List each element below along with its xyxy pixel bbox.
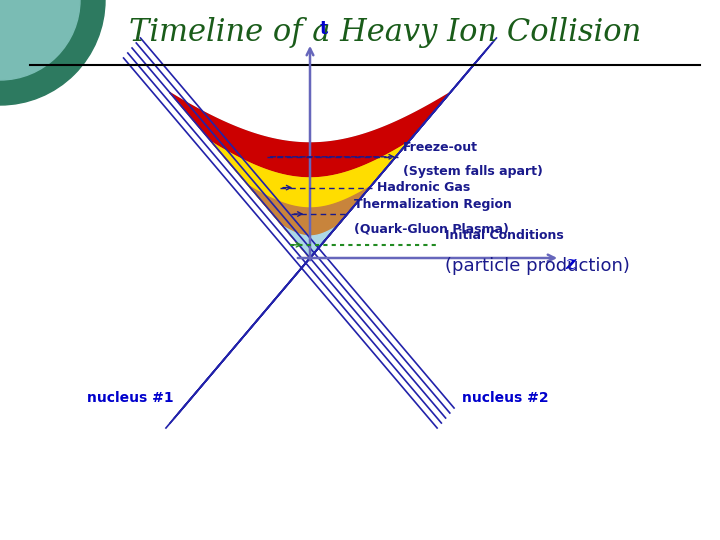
Text: nucleus #2: nucleus #2 — [462, 391, 549, 405]
Polygon shape — [283, 226, 337, 258]
Text: Initial Conditions: Initial Conditions — [445, 229, 564, 242]
Polygon shape — [212, 143, 408, 258]
Text: (System falls apart): (System falls apart) — [402, 165, 543, 178]
Circle shape — [0, 0, 105, 105]
Text: (Quark-Gluon Plasma): (Quark-Gluon Plasma) — [354, 222, 509, 235]
Text: t: t — [320, 20, 328, 38]
Text: Timeline of a Heavy Ion Collision: Timeline of a Heavy Ion Collision — [129, 17, 641, 49]
Text: Freeze-out: Freeze-out — [402, 141, 478, 154]
Text: Thermalization Region: Thermalization Region — [354, 198, 512, 211]
Polygon shape — [212, 143, 408, 258]
Text: nucleus #1: nucleus #1 — [86, 391, 174, 405]
Text: Hadronic Gas: Hadronic Gas — [377, 181, 470, 194]
Circle shape — [0, 0, 80, 80]
Polygon shape — [249, 186, 371, 258]
Text: z: z — [565, 255, 575, 273]
Polygon shape — [170, 93, 450, 258]
Polygon shape — [170, 93, 450, 258]
Text: (particle production): (particle production) — [445, 257, 630, 275]
Polygon shape — [249, 186, 371, 258]
